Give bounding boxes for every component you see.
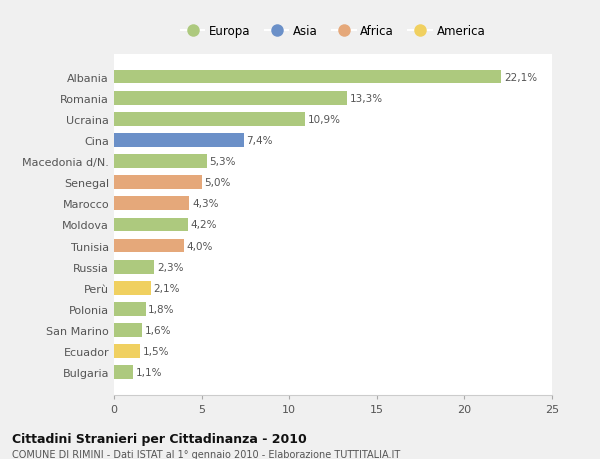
Text: 4,0%: 4,0%	[187, 241, 213, 251]
Text: 1,6%: 1,6%	[145, 325, 171, 335]
Text: 2,3%: 2,3%	[157, 262, 184, 272]
Bar	[114, 345, 140, 358]
Bar	[114, 218, 188, 232]
Text: 22,1%: 22,1%	[504, 73, 537, 82]
Text: Cittadini Stranieri per Cittadinanza - 2010: Cittadini Stranieri per Cittadinanza - 2…	[12, 432, 307, 445]
Bar	[114, 71, 501, 84]
Bar	[114, 112, 305, 126]
Bar	[114, 92, 347, 105]
Text: 4,3%: 4,3%	[192, 199, 218, 209]
Bar	[114, 134, 244, 147]
Bar	[114, 302, 146, 316]
Text: 1,8%: 1,8%	[148, 304, 175, 314]
Bar	[114, 281, 151, 295]
Text: 2,1%: 2,1%	[154, 283, 180, 293]
Bar	[114, 366, 133, 379]
Bar	[114, 197, 190, 211]
Text: 4,2%: 4,2%	[190, 220, 217, 230]
Bar	[114, 324, 142, 337]
Text: 1,5%: 1,5%	[143, 347, 169, 356]
Text: 10,9%: 10,9%	[308, 115, 341, 124]
Text: 13,3%: 13,3%	[350, 94, 383, 103]
Legend: Europa, Asia, Africa, America: Europa, Asia, Africa, America	[176, 20, 490, 43]
Text: 1,1%: 1,1%	[136, 368, 163, 377]
Bar	[114, 176, 202, 190]
Text: 5,3%: 5,3%	[209, 157, 236, 167]
Bar	[114, 155, 207, 168]
Bar	[114, 260, 154, 274]
Text: 5,0%: 5,0%	[204, 178, 230, 188]
Text: COMUNE DI RIMINI - Dati ISTAT al 1° gennaio 2010 - Elaborazione TUTTITALIA.IT: COMUNE DI RIMINI - Dati ISTAT al 1° genn…	[12, 449, 400, 459]
Bar	[114, 239, 184, 253]
Text: 7,4%: 7,4%	[246, 135, 273, 146]
